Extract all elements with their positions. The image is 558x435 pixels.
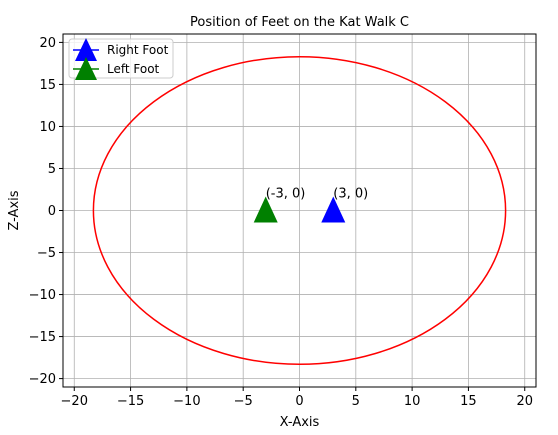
legend-right-foot-label: Right Foot [107,43,169,57]
y-tick-label: 0 [48,204,56,219]
annotation-layer: (3, 0) (-3, 0) [266,187,369,202]
boundary-circle-layer [92,55,507,366]
ticks: −20 −15 −10 −5 0 5 10 15 20 −20 −15 −10 −5 0 5 10 15 20 [29,36,533,409]
grid [63,34,536,387]
point-marker-right-foot [321,196,346,223]
legend: Right Foot Left Foot [68,38,174,80]
y-tick-label: −20 [29,372,56,387]
y-tick-label: −5 [37,246,56,261]
x-tick-label: 0 [295,394,303,409]
point-annotation: (-3, 0) [266,187,306,202]
y-axis-label: Z-Axis [7,190,22,230]
legend-right-foot-marker [75,38,97,61]
points-layer [253,196,346,223]
point-annotation: (3, 0) [333,187,368,202]
x-tick-label: 10 [404,394,421,409]
chart-title: Position of Feet on the Kat Walk C [190,15,409,30]
x-tick-label: −10 [173,394,200,409]
y-tick-label: 15 [39,78,56,93]
x-tick-label: 15 [460,394,477,409]
point-marker-left-foot [253,196,278,223]
legend-left-foot-marker [75,57,97,80]
x-tick-label: −20 [61,394,88,409]
y-tick-label: 5 [48,162,56,177]
y-tick-label: −10 [29,288,56,303]
y-tick-label: −15 [29,330,56,345]
x-tick-label: 20 [516,394,533,409]
y-tick-label: 10 [39,120,56,135]
x-axis-label: X-Axis [280,415,320,430]
x-tick-label: −5 [234,394,253,409]
x-tick-label: 5 [352,394,360,409]
boundary-circle [92,55,507,366]
legend-left-foot-label: Left Foot [107,62,160,76]
x-tick-label: −15 [117,394,144,409]
y-tick-label: 20 [39,36,56,51]
